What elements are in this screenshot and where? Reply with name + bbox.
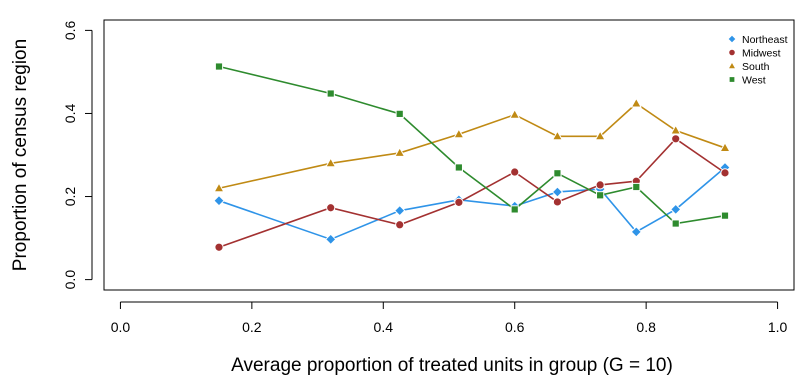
data-point-northeast [630, 226, 642, 238]
y-axis-title: Proportion of census region [10, 39, 31, 271]
data-point-midwest [395, 220, 405, 230]
legend-label-northeast: Northeast [742, 34, 788, 46]
series-south [213, 97, 731, 193]
data-point-midwest [552, 197, 563, 207]
x-axis: 0.0 0.2 0.4 0.6 0.8 1.0 [111, 301, 788, 335]
legend-marker-northeast [727, 34, 737, 44]
plot-frame [103, 19, 795, 291]
data-point-west [596, 191, 605, 200]
data-point-south [594, 130, 606, 141]
legend-item-midwest: Midwest [728, 48, 781, 60]
y-tick-label: 0.0 [62, 270, 78, 290]
x-tick-label: 0.2 [242, 319, 262, 335]
series-line-south [218, 102, 726, 190]
legend-marker-south [727, 60, 737, 70]
legend-item-northeast: Northeast [727, 34, 788, 46]
data-point-northeast [670, 203, 682, 216]
data-point-midwest [671, 134, 681, 144]
y-axis: 0.0 0.2 0.4 0.6 [62, 20, 93, 290]
data-point-northeast [213, 194, 225, 207]
data-point-west [326, 89, 335, 98]
data-point-west [553, 169, 562, 178]
legend-label-south: South [742, 61, 770, 73]
data-point-midwest [595, 180, 605, 190]
data-point-south [509, 108, 521, 119]
x-tick-label: 0.6 [505, 319, 525, 335]
data-point-west [454, 163, 463, 172]
series-layer [213, 62, 731, 252]
data-point-midwest [326, 203, 336, 213]
data-point-west [720, 211, 730, 220]
data-point-midwest [720, 168, 730, 178]
data-point-south [325, 157, 337, 168]
data-point-south [453, 128, 465, 139]
data-point-south [394, 146, 406, 157]
legend-label-west: West [742, 75, 766, 87]
data-point-south [670, 124, 682, 135]
data-point-west [671, 219, 680, 228]
series-midwest [214, 134, 730, 252]
data-point-northeast [551, 186, 564, 198]
data-point-south [719, 141, 731, 152]
data-point-northeast [394, 204, 406, 217]
data-point-midwest [510, 167, 520, 177]
series-line-midwest [218, 137, 726, 248]
series-line-west [218, 65, 726, 225]
data-point-midwest [214, 242, 224, 252]
legend-item-south: South [727, 60, 770, 73]
y-tick-label: 0.2 [62, 187, 78, 207]
x-tick-label: 0.0 [111, 319, 131, 335]
data-point-west [395, 109, 404, 118]
data-point-west [214, 62, 224, 71]
x-tick-label: 0.8 [636, 319, 656, 335]
series-west [214, 62, 730, 228]
legend-item-west: West [728, 75, 766, 87]
data-point-midwest [454, 197, 464, 207]
series-line-northeast [218, 166, 726, 241]
legend-label-midwest: Midwest [742, 48, 781, 60]
data-point-south [630, 97, 642, 108]
data-point-west [510, 205, 519, 214]
series-northeast [213, 161, 731, 246]
legend-marker-west [728, 76, 736, 83]
data-point-south [213, 182, 225, 193]
x-tick-label: 1.0 [768, 319, 788, 335]
data-point-northeast [325, 233, 337, 246]
y-tick-label: 0.6 [62, 20, 78, 40]
data-point-south [551, 130, 564, 141]
y-tick-label: 0.4 [62, 104, 78, 124]
legend-marker-midwest [728, 48, 736, 57]
x-tick-label: 0.4 [374, 319, 394, 335]
x-axis-title: Average proportion of treated units in g… [231, 355, 673, 376]
data-point-west [632, 182, 641, 192]
